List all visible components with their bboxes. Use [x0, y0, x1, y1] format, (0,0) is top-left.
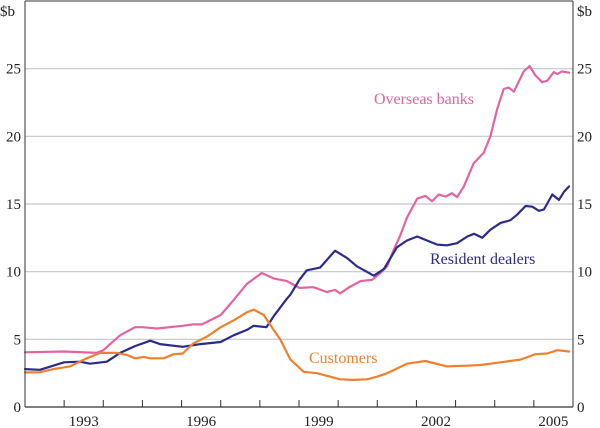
y-tick-label-right: 15	[577, 197, 592, 213]
y-tick-label-left: 25	[6, 62, 21, 78]
y-tick-label-left: 10	[6, 265, 21, 281]
gridlines	[25, 68, 573, 340]
y-tick-label-right: 10	[577, 265, 592, 281]
series-line-resident-dealers	[23, 185, 571, 371]
unit-label-left: $b	[0, 4, 15, 20]
series-lines	[23, 64, 571, 381]
series-label-overseas-banks: Overseas banks	[374, 91, 474, 108]
y-tick-label-left: 15	[6, 197, 21, 213]
axis-labels: $b $b 0 0 5 5 10 10 15 15 20 20 25 25 1993 1996 1999 20…	[0, 4, 592, 428]
series-label-resident-dealers: Resident dealers	[430, 251, 535, 268]
y-tick-label-left: 20	[6, 129, 21, 145]
series-label-customers: Customers	[309, 350, 377, 367]
y-tick-label-right: 25	[577, 62, 592, 78]
x-tick-label: 1996	[186, 414, 217, 428]
y-tick-label-right: 0	[577, 400, 585, 416]
x-tick-label: 1999	[304, 414, 334, 428]
x-tick-label: 2002	[421, 414, 451, 428]
y-tick-label-left: 5	[14, 332, 22, 348]
y-tick-label-right: 5	[577, 332, 585, 348]
y-tick-label-left: 0	[14, 400, 22, 416]
x-tick-label: 1993	[69, 414, 99, 428]
x-tick-label: 2005	[538, 414, 568, 428]
series-line-overseas-banks	[23, 64, 571, 354]
axes	[24, 0, 574, 408]
series-line-customers	[23, 308, 571, 381]
y-tick-label-right: 20	[577, 129, 592, 145]
unit-label-right: $b	[577, 4, 592, 20]
series-labels: Overseas banks Resident dealers Customer…	[309, 91, 535, 367]
